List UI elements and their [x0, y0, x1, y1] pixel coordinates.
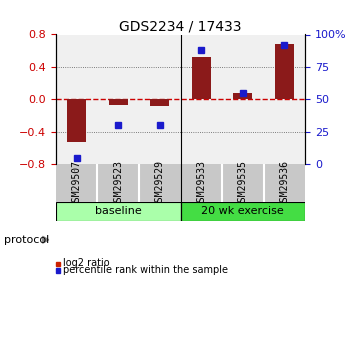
Bar	[275, 44, 293, 99]
Bar	[68, 99, 86, 141]
Bar	[234, 93, 252, 99]
Text: GSM29536: GSM29536	[279, 160, 289, 207]
Text: log2 ratio: log2 ratio	[63, 258, 110, 268]
Text: baseline: baseline	[95, 206, 142, 216]
Text: GSM29535: GSM29535	[238, 160, 248, 207]
Text: protocol: protocol	[4, 235, 49, 245]
Bar	[56, 262, 60, 266]
Bar	[56, 268, 60, 273]
Bar	[151, 99, 169, 106]
Title: GDS2234 / 17433: GDS2234 / 17433	[119, 19, 242, 33]
Text: GSM29523: GSM29523	[113, 160, 123, 207]
Text: GSM29507: GSM29507	[72, 160, 82, 207]
Text: 20 wk exercise: 20 wk exercise	[201, 206, 284, 216]
FancyBboxPatch shape	[180, 202, 305, 221]
Text: percentile rank within the sample: percentile rank within the sample	[63, 266, 228, 275]
Bar	[109, 99, 127, 105]
Bar	[192, 57, 210, 99]
FancyBboxPatch shape	[56, 202, 180, 221]
Text: GSM29533: GSM29533	[196, 160, 206, 207]
Text: GSM29529: GSM29529	[155, 160, 165, 207]
Polygon shape	[43, 236, 49, 243]
